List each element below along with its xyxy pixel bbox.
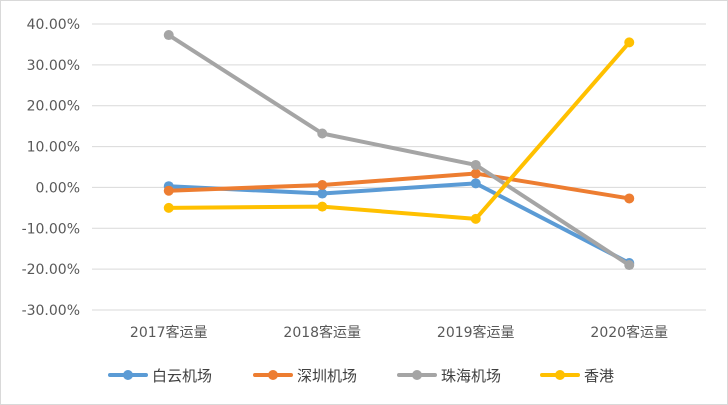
- legend-item: 深圳机场: [253, 367, 357, 385]
- series-line: [166, 33, 632, 268]
- y-tick-label: 0.00%: [36, 180, 80, 196]
- data-point: [317, 188, 328, 199]
- series-3: [163, 37, 635, 224]
- legend-label: 深圳机场: [297, 367, 357, 385]
- legend-swatch-marker: [268, 370, 278, 380]
- data-point: [624, 193, 635, 204]
- y-tick-label: 10.00%: [27, 140, 80, 156]
- series-line: [166, 40, 632, 221]
- y-tick-label: 40.00%: [27, 17, 80, 33]
- series-2: [163, 30, 635, 271]
- data-point: [317, 179, 328, 190]
- y-axis-ticks: -30.00% -20.00% -10.00% 0.00% 10.00% 20.00% 30…: [22, 17, 80, 319]
- data-point: [317, 128, 328, 139]
- y-tick-label: 20.00%: [27, 99, 80, 115]
- x-tick-label: 2017客运量: [130, 324, 208, 341]
- data-point: [470, 159, 481, 170]
- legend-swatch-marker: [555, 370, 565, 380]
- data-point: [470, 178, 481, 189]
- legend-swatch-marker: [123, 370, 133, 380]
- data-point: [470, 213, 481, 224]
- gridlines: [92, 23, 706, 311]
- y-tick-label: -10.00%: [22, 221, 80, 237]
- series-line: [166, 171, 632, 201]
- legend-item: 白云机场: [108, 367, 212, 385]
- y-tick-label: -20.00%: [22, 262, 80, 278]
- y-tick-label: -30.00%: [22, 303, 80, 319]
- legend-item: 珠海机场: [397, 367, 501, 385]
- data-point: [470, 168, 481, 179]
- legend-label: 白云机场: [152, 367, 212, 385]
- data-point: [624, 37, 635, 48]
- series-lines: [163, 30, 635, 271]
- x-axis-ticks: 2017客运量 2018客运量 2019客运量 2020客运量: [130, 324, 668, 341]
- legend-label: 香港: [584, 367, 614, 385]
- x-tick-label: 2020客运量: [590, 324, 668, 341]
- data-point: [163, 30, 174, 41]
- series-1: [163, 168, 635, 204]
- x-tick-label: 2018客运量: [283, 324, 361, 341]
- legend: 白云机场 深圳机场 珠海机场 香港: [108, 367, 614, 385]
- data-point: [317, 201, 328, 212]
- series-line: [166, 181, 632, 266]
- legend-label: 珠海机场: [441, 367, 501, 385]
- x-tick-label: 2019客运量: [437, 324, 515, 341]
- legend-swatch-marker: [412, 370, 422, 380]
- data-point: [163, 202, 174, 213]
- legend-item: 香港: [540, 367, 614, 385]
- y-tick-label: 30.00%: [27, 58, 80, 74]
- data-point: [624, 260, 635, 271]
- data-point: [163, 185, 174, 196]
